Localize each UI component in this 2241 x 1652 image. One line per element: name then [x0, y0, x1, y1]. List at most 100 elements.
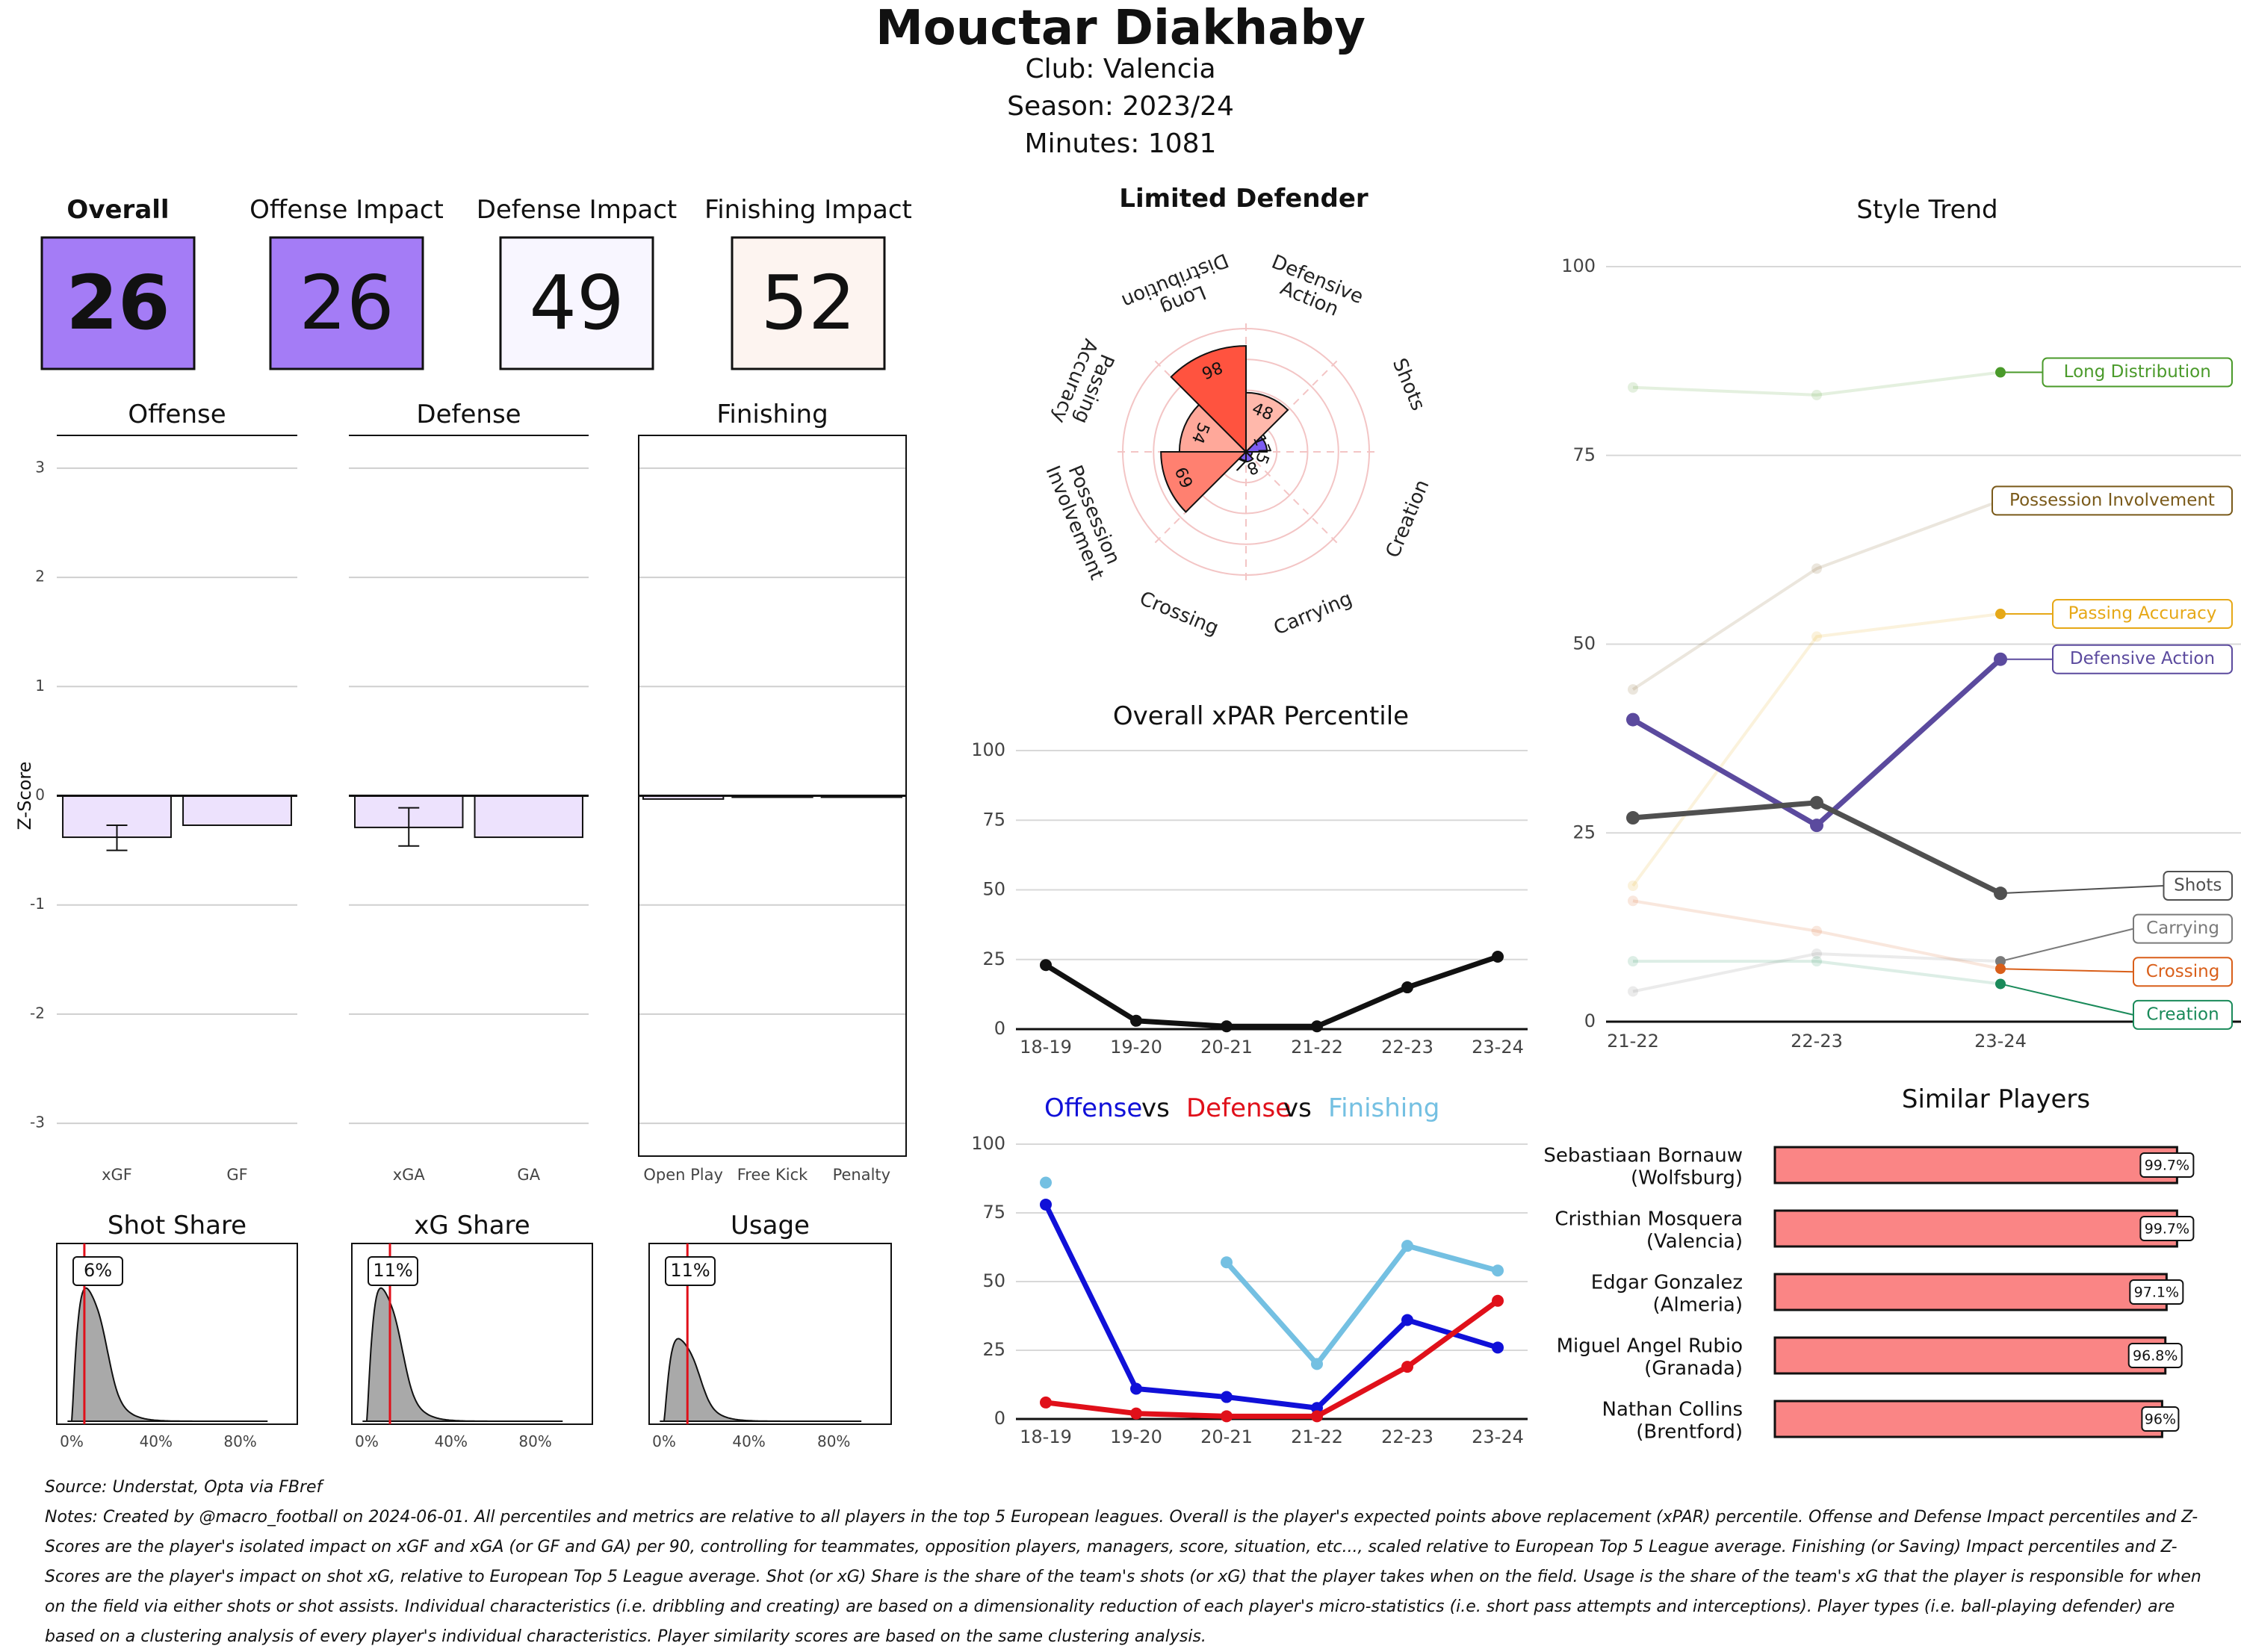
style-series-label: Long Distribution [2064, 362, 2211, 382]
style-tick-label: 50 [1572, 633, 1596, 654]
style-point [1626, 712, 1640, 727]
style-series-line [1631, 612, 2001, 887]
style-series-label-box [2052, 599, 2233, 630]
impact-tile-box [499, 236, 654, 370]
similar-player-name: (Brentford) [1636, 1421, 1743, 1444]
value-label: 11% [373, 1260, 412, 1281]
ofd-category-label: 19-20 [1110, 1426, 1162, 1447]
impact-tile-box [40, 236, 196, 370]
ofd-point [1130, 1382, 1142, 1395]
distribution-title: Usage [731, 1211, 810, 1240]
similar-player-name: Nathan Collins [1602, 1399, 1743, 1421]
ofd-point [1401, 1361, 1413, 1373]
style-series-label-box [2163, 871, 2233, 901]
style-point [1811, 925, 1822, 937]
similar-player-name: Cristhian Mosquera [1555, 1208, 1743, 1231]
style-tick-label: 75 [1572, 444, 1596, 465]
style-category-label: 22-23 [1791, 1031, 1843, 1052]
style-trend-title: Style Trend [1856, 195, 1997, 225]
density-area [362, 1287, 563, 1422]
style-point [1811, 563, 1822, 574]
zscore-tick-label: 2 [35, 568, 45, 586]
ofd-series-line [1043, 1203, 1499, 1411]
zscore-category-label: Penalty [833, 1166, 891, 1184]
radar-bar [1170, 345, 1247, 454]
style-series-label: Possession Involvement [2009, 491, 2215, 510]
impact-tile-value: 26 [299, 259, 394, 347]
zscore-category-label: Free Kick [737, 1166, 808, 1184]
ofd-point [1221, 1391, 1233, 1403]
ofd-point [1040, 1396, 1052, 1409]
style-series-line [1632, 952, 2001, 993]
style-point [1811, 631, 1822, 642]
radar-title: Limited Defender [1119, 184, 1369, 214]
impact-tile-label: Finishing Impact [704, 195, 912, 225]
style-series-line [1633, 960, 2001, 986]
similarity-bar [1773, 1336, 2167, 1375]
distribution-tick-label: 0% [60, 1432, 84, 1450]
style-series-label-box [2042, 357, 2233, 388]
radar-spoke [1245, 451, 1342, 547]
similar-player-name: (Wolfsburg) [1631, 1167, 1743, 1190]
ofd-tick-label: 0 [994, 1408, 1005, 1429]
style-series-label: Defensive Action [2070, 649, 2215, 668]
zscore-category-label: xGF [102, 1166, 132, 1184]
similarity-bar [1773, 1146, 2178, 1184]
ofd-title-part: vs [1141, 1093, 1170, 1123]
ofd-title-part: Defense [1186, 1093, 1291, 1123]
density-area [67, 1287, 268, 1422]
ofd-title-part: Offense [1044, 1093, 1142, 1123]
style-series-label: Shots [2174, 876, 2222, 895]
zscore-tick-label: -1 [30, 895, 45, 913]
similar-player-name: Edgar Gonzalez [1591, 1272, 1743, 1294]
distribution-tick-label: 80% [518, 1432, 551, 1450]
xpar-category-label: 22-23 [1381, 1037, 1433, 1058]
zscore-tick-label: 3 [35, 458, 45, 476]
zscore-tick-label: 0 [35, 786, 45, 804]
style-series-label-box [1992, 485, 2233, 516]
style-point [1628, 684, 1638, 695]
similarity-label-box [2129, 1279, 2184, 1305]
style-series-label-box [2052, 644, 2233, 674]
similarity-label-box [2139, 1152, 2195, 1178]
similar-player-name: (Granada) [1644, 1358, 1743, 1380]
ofd-category-label: 22-23 [1381, 1426, 1433, 1447]
radar-category-group: Crossing [1136, 587, 1221, 639]
similarity-bar [1773, 1400, 2163, 1438]
style-series-line [1631, 499, 2001, 691]
distribution-tick-label: 80% [223, 1432, 256, 1450]
style-tick-label: 0 [1584, 1010, 1596, 1031]
impact-tile-value: 52 [760, 259, 855, 347]
style-point [1811, 956, 1822, 967]
zscore-tick-label: 1 [35, 677, 45, 695]
ofd-point [1492, 1341, 1504, 1354]
style-series-label-box [2133, 957, 2233, 987]
style-point [1628, 956, 1638, 967]
similarity-label: 96% [2145, 1412, 2176, 1428]
xpar-tick-label: 50 [982, 879, 1005, 900]
zscore-category-label: xGA [393, 1166, 426, 1184]
impact-tile-box [731, 236, 886, 370]
style-point [1811, 948, 1822, 960]
ofd-point [1221, 1410, 1233, 1423]
similarity-label-box [2127, 1343, 2183, 1368]
zscore-category-label: GF [226, 1166, 247, 1184]
value-label-box [72, 1256, 123, 1286]
xpar-title: Overall xPAR Percentile [1113, 701, 1409, 731]
style-series-label-box [2133, 913, 2233, 944]
ofd-point [1492, 1294, 1504, 1307]
ofd-category-label: 21-22 [1291, 1426, 1343, 1447]
ofd-point [1311, 1358, 1323, 1370]
impact-tile-label: Offense Impact [249, 195, 444, 225]
zscore-axis-label: Z-Score [14, 762, 35, 830]
similarity-label: 99.7% [2145, 1221, 2189, 1238]
radar-bar [1245, 450, 1254, 463]
zscore-tick-label: -3 [30, 1114, 45, 1131]
xpar-point [1130, 1014, 1142, 1027]
xpar-point [1492, 951, 1504, 963]
style-point [1626, 811, 1640, 825]
radar-category-label: Carrying [1271, 588, 1356, 640]
value-label: 6% [84, 1260, 112, 1281]
impact-tile-label: Defense Impact [477, 195, 678, 225]
